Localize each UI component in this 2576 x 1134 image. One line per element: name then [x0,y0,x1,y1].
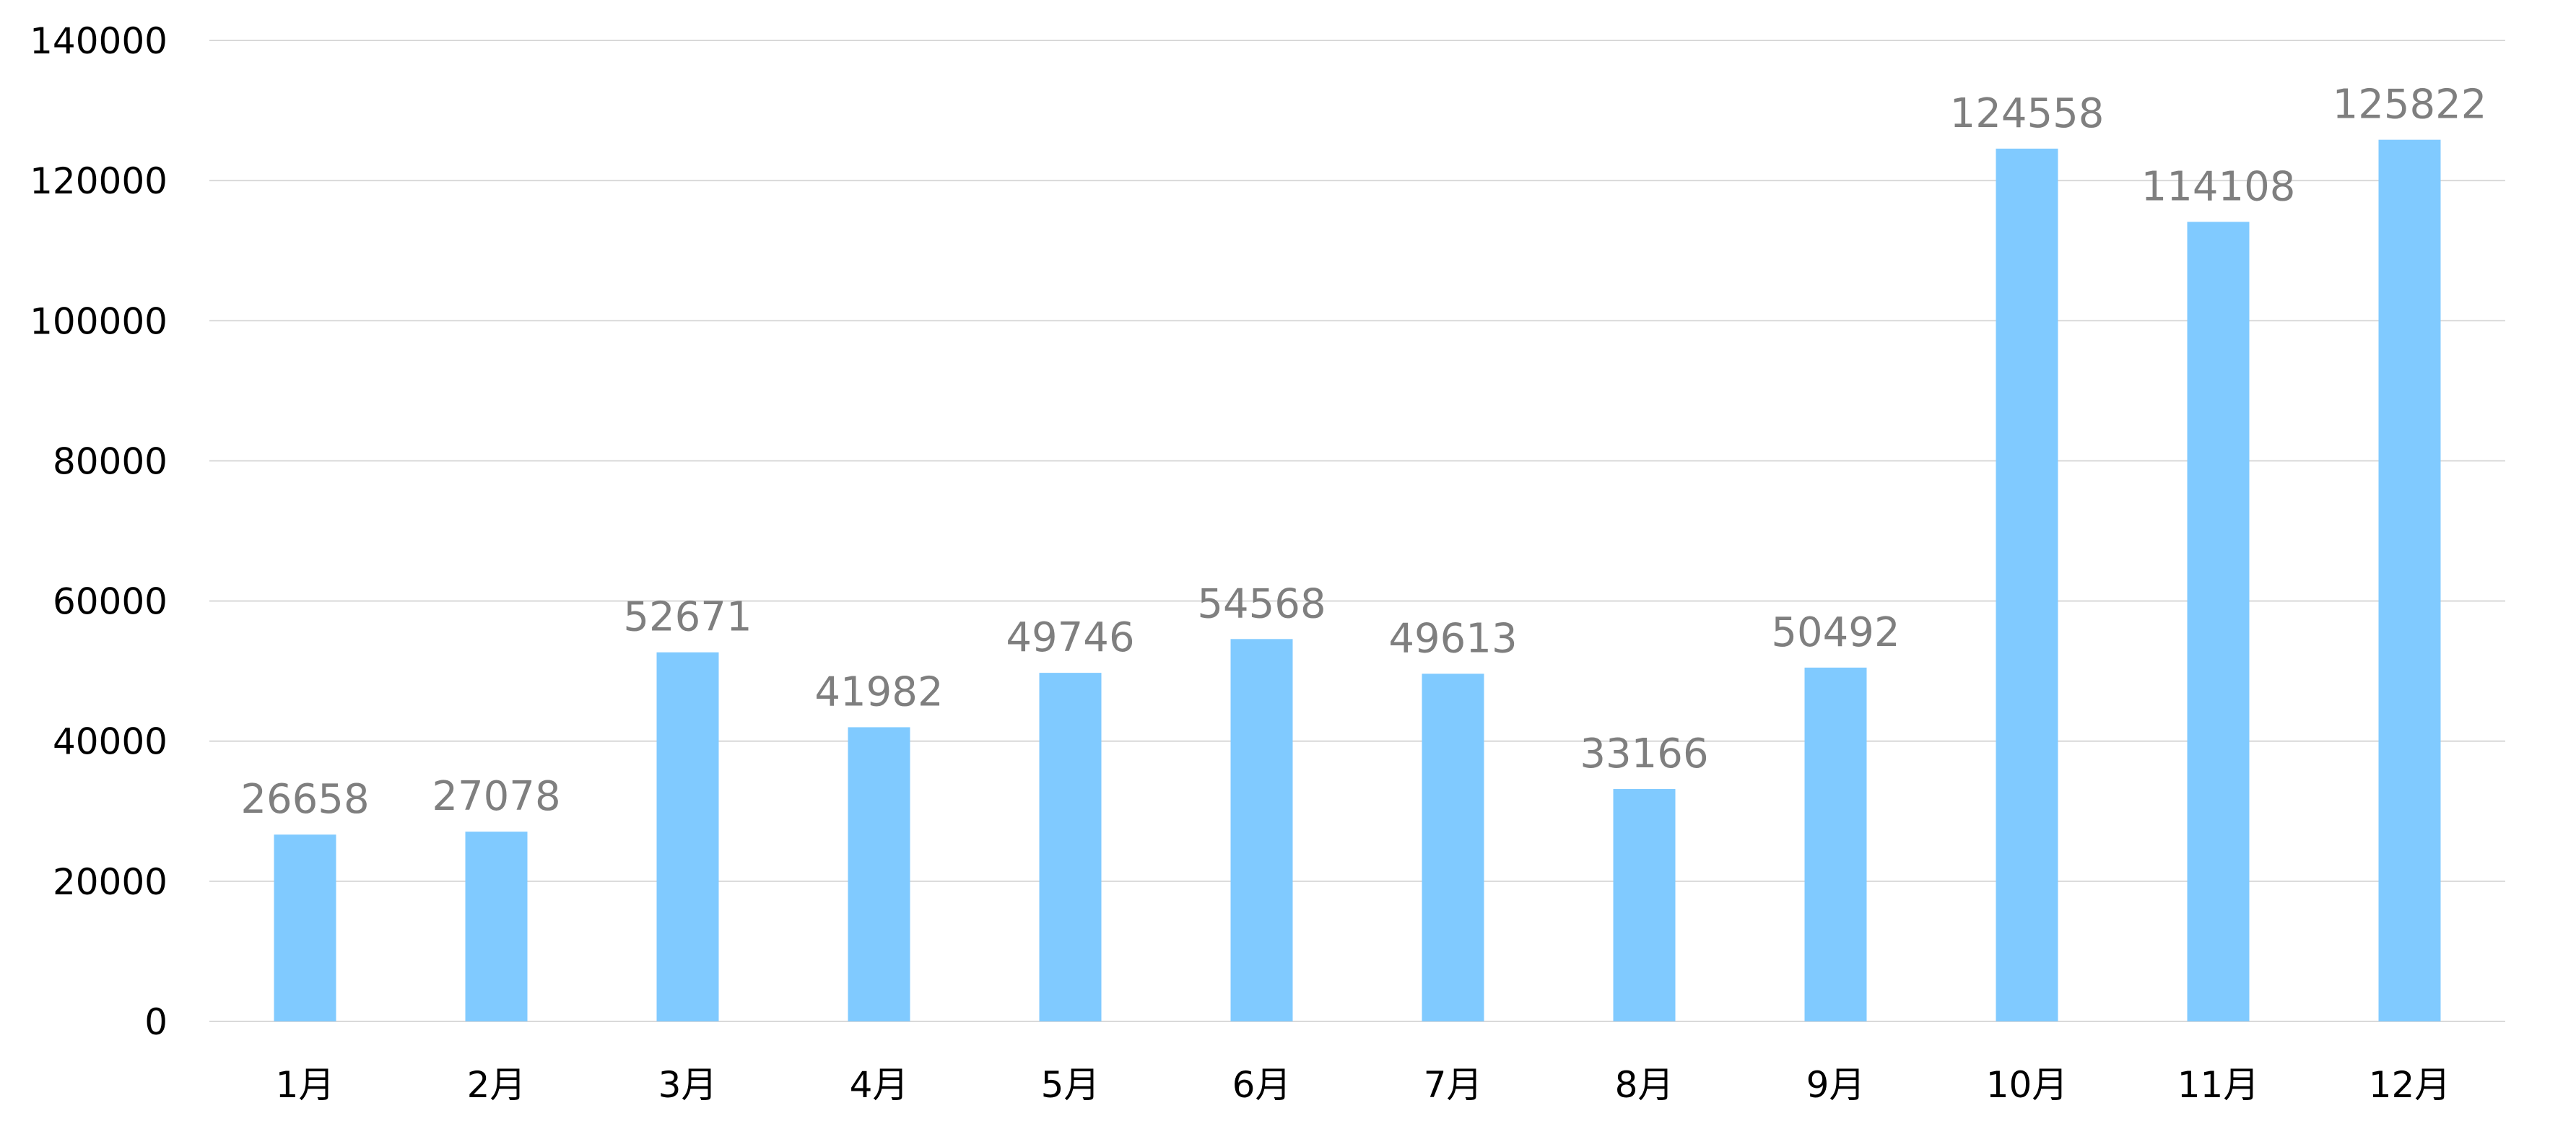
data-label: 54568 [1197,580,1326,627]
data-label: 27078 [432,773,560,820]
x-tick-label: 7月 [1424,1064,1483,1106]
x-tick-label: 12月 [2369,1064,2451,1106]
x-tick-label: 3月 [658,1064,718,1106]
data-label: 49613 [1388,615,1517,662]
bar [2378,139,2441,1021]
bar [1230,639,1293,1021]
bar [1804,667,1867,1021]
data-label: 52671 [623,594,752,641]
data-labels: 26658 27078 52671 41982 49746 54568 49613 33166… [240,82,2486,824]
y-tick-label: 100000 [30,300,167,342]
data-label: 114108 [2141,163,2296,210]
data-label: 49746 [1006,614,1134,661]
y-tick-label: 20000 [53,861,167,903]
bar [656,652,719,1021]
bar [465,832,528,1021]
bars [274,139,2441,1021]
y-tick-label: 0 [144,1001,167,1043]
data-label: 33166 [1580,730,1708,777]
data-label: 125822 [2333,82,2487,128]
x-tick-label: 6月 [1232,1064,1292,1106]
bar [848,727,910,1021]
data-label: 26658 [240,776,369,823]
y-tick-label: 140000 [30,20,167,62]
y-tick-label: 40000 [53,721,167,763]
y-tick-label: 120000 [30,160,167,202]
x-tick-label: 8月 [1615,1064,1674,1106]
gridlines [209,40,2505,1022]
y-tick-label: 80000 [53,440,167,482]
bar [1039,673,1102,1021]
y-tick-label: 60000 [53,581,167,623]
x-tick-label: 4月 [850,1064,909,1106]
x-tick-label: 5月 [1041,1064,1100,1106]
x-tick-label: 10月 [1986,1064,2068,1106]
x-tick-label: 11月 [2177,1064,2260,1106]
bar [1422,673,1484,1021]
bar [274,834,336,1021]
x-tick-label: 1月 [276,1064,335,1106]
x-tick-label: 2月 [467,1064,526,1106]
bar [1613,789,1676,1021]
data-label: 124558 [1950,90,2105,137]
bar [1996,148,2058,1021]
x-tick-label: 9月 [1806,1064,1866,1106]
y-axis-tick-labels: 0 20000 40000 60000 80000 100000 120000 140000 [30,20,167,1043]
bar [2187,222,2250,1021]
x-axis-tick-labels: 1月 2月 3月 4月 5月 6月 7月 8月 9月 10月 11月 12月 [276,1064,2451,1106]
data-label: 50492 [1771,609,1900,656]
data-label: 41982 [814,668,943,715]
